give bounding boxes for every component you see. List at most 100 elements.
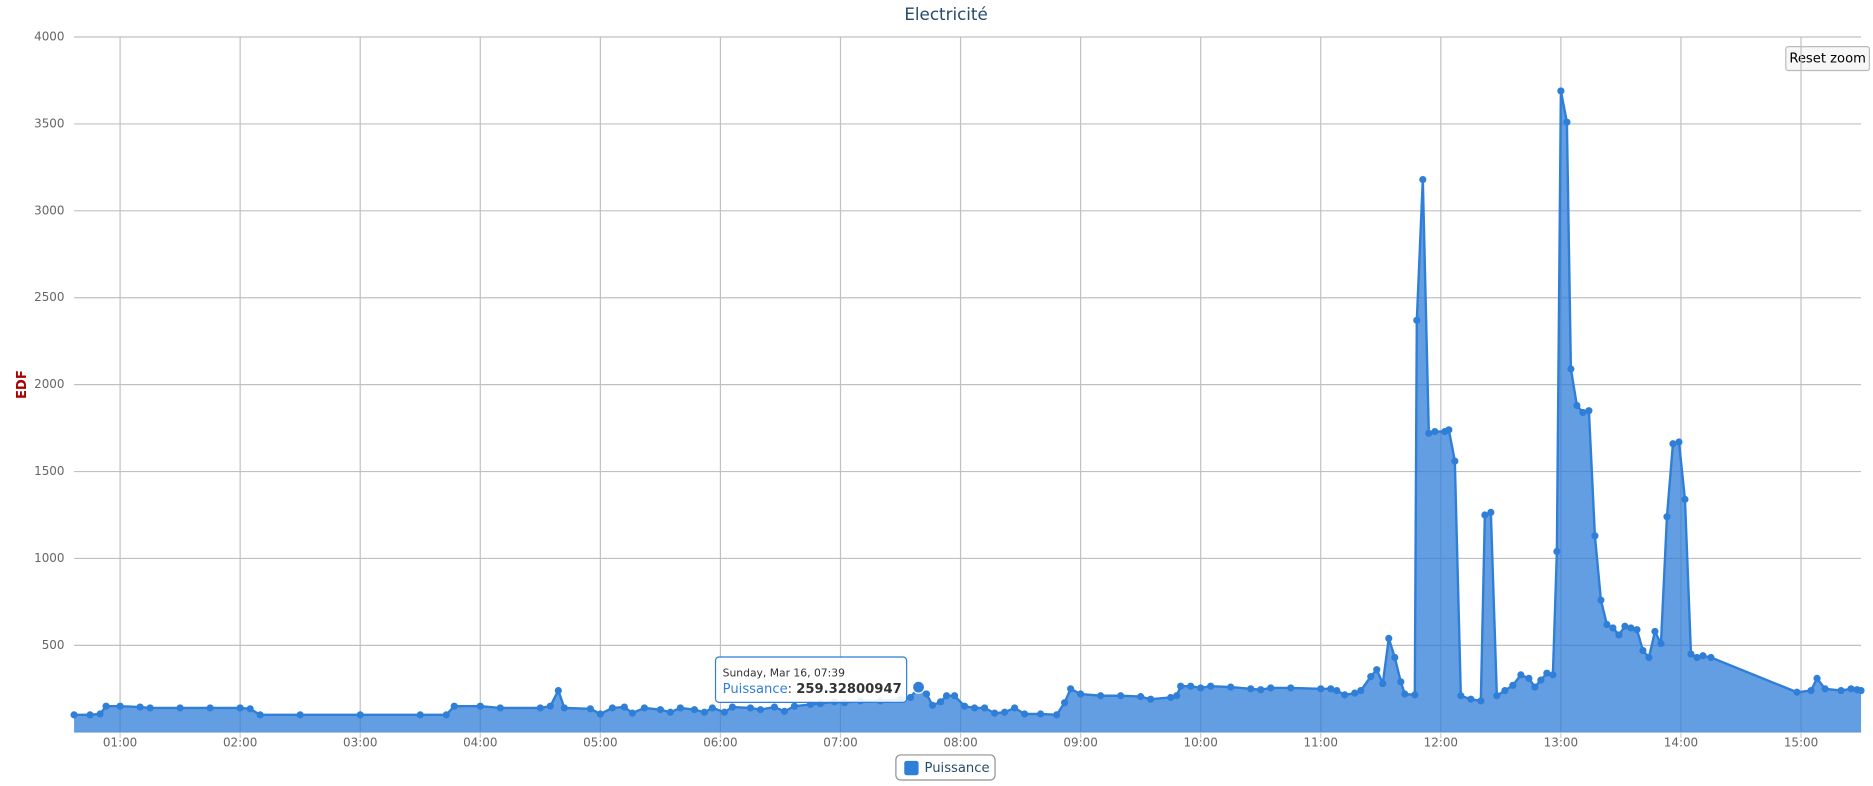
x-tick-label: 12:00 [1424,735,1458,749]
point [1579,408,1587,417]
point [1793,688,1801,696]
point [1563,118,1571,126]
point [1431,427,1439,436]
point [554,686,562,695]
point [1419,175,1427,184]
point [102,702,110,710]
point [146,704,154,712]
point [136,703,144,711]
point [1597,596,1605,604]
point [990,709,999,717]
x-tick-label: 04:00 [463,735,497,749]
x-tick-label: 09:00 [1063,735,1097,749]
tooltip-body: Puissance: 259.32800947 [723,682,902,697]
point [1333,686,1341,695]
point [96,710,104,718]
point [1011,704,1019,712]
point [1549,671,1557,679]
tooltip-title: Sunday, Mar 16, 07:39 [723,667,845,680]
point [1847,685,1855,693]
legend-swatch [904,760,919,776]
point [1669,440,1677,448]
point [1591,532,1599,540]
button-frame[interactable] [1785,45,1871,72]
point [416,711,424,719]
point [1147,695,1155,703]
point [1813,674,1821,682]
point [1287,684,1295,692]
x-tick-label: 01:00 [103,735,137,749]
x-tick-label: 11:00 [1304,735,1338,749]
x-tick-label: 10:00 [1183,735,1217,749]
x-tick-label: 14:00 [1664,735,1698,749]
point [1451,457,1459,465]
point [970,704,979,712]
point [1137,693,1145,701]
y-tick-label: 4000 [34,30,64,44]
point [720,708,729,716]
tooltip-value: 259.32800947 [796,682,901,697]
point [586,705,594,713]
point [1487,508,1495,516]
point [1663,513,1671,521]
y-tick-label: 1500 [34,464,64,478]
point [1857,686,1865,695]
point [1615,631,1623,639]
point [1227,683,1235,691]
point [236,704,244,712]
point [246,705,254,713]
point [1585,407,1593,415]
point [356,711,364,719]
point [676,704,684,712]
point [1687,650,1695,658]
x-tick-label: 07:00 [823,735,857,749]
point [70,711,78,719]
tooltip-separator: : [788,682,797,697]
point [1467,695,1475,703]
x-tick-label: 15:00 [1784,735,1818,749]
point [1675,438,1683,446]
point [950,692,959,700]
point [1621,622,1629,630]
point [496,704,504,712]
point [1097,692,1105,700]
point [1173,692,1181,700]
point [1167,693,1175,702]
reset-zoom-button[interactable]: Reset zoom [1785,45,1871,72]
point [1037,710,1045,718]
legend: Puissance [895,754,996,781]
point [1639,646,1647,655]
point [1401,690,1409,698]
point [1627,624,1635,632]
legend-box [895,754,996,781]
y-tick-label: 1000 [34,551,64,565]
point [756,706,765,714]
x-tick-label: 08:00 [943,735,977,749]
point [1457,692,1465,700]
chart-title: Electricité [904,4,987,24]
point [1000,708,1009,716]
x-tick-label: 02:00 [223,735,257,749]
point [450,702,458,710]
point [1537,676,1545,684]
legend-label: Puissance [925,761,990,776]
point [1501,686,1509,695]
button-label[interactable]: Reset zoom [1789,52,1866,67]
point [1493,692,1501,700]
point [942,692,951,700]
point [476,702,484,710]
point [960,702,969,710]
x-tick-label: 06:00 [703,735,737,749]
point [1681,495,1689,503]
point [1557,87,1565,95]
point [1633,626,1641,634]
point [700,708,708,716]
point [1317,685,1325,693]
point [1257,686,1265,694]
point [1699,652,1707,660]
point [1117,692,1125,700]
point [1327,685,1335,693]
point [1603,620,1611,629]
point [116,702,124,710]
